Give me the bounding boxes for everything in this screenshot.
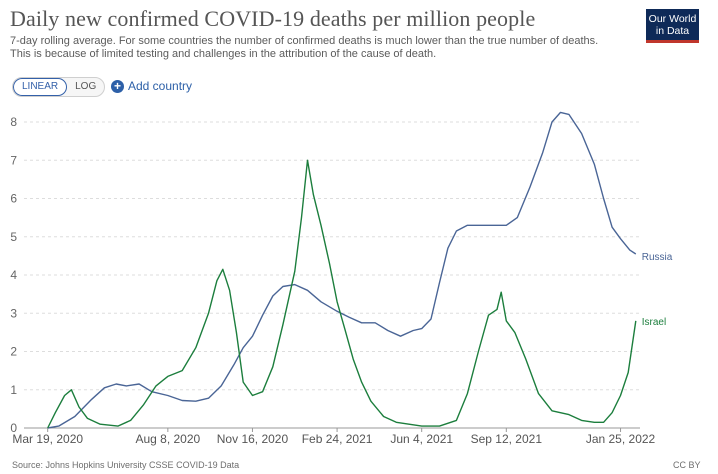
y-tick-label: 8 [10, 115, 17, 129]
x-tick-label: Nov 16, 2020 [217, 432, 289, 446]
series-label-israel[interactable]: Israel [642, 317, 666, 328]
source-note: Source: Johns Hopkins University CSSE CO… [12, 460, 240, 470]
y-tick-label: 1 [10, 383, 17, 397]
x-tick-label: Mar 19, 2020 [12, 432, 83, 446]
logo-line-2: in Data [655, 25, 690, 37]
y-tick-label: 6 [10, 192, 17, 206]
x-tick-label: Sep 12, 2021 [471, 432, 543, 446]
y-tick-label: 0 [10, 421, 17, 435]
scale-toggle: LINEAR LOG [12, 77, 106, 97]
x-tick-label: Jun 4, 2021 [390, 432, 453, 446]
series-line-russia[interactable] [47, 111, 637, 429]
y-tick-label: 7 [10, 153, 17, 167]
series-line-israel[interactable] [47, 159, 637, 429]
y-tick-label: 5 [10, 230, 17, 244]
log-scale-button[interactable]: LOG [75, 81, 97, 92]
x-tick-label: Feb 24, 2021 [302, 432, 373, 446]
subtitle-line-1: 7-day rolling average. For some countrie… [10, 35, 599, 47]
y-tick-label: 2 [10, 345, 17, 359]
chart-title: Daily new confirmed COVID-19 deaths per … [10, 6, 536, 31]
x-tick-label: Aug 8, 2020 [135, 432, 200, 446]
series-label-russia[interactable]: Russia [642, 252, 673, 263]
plus-icon: + [111, 79, 124, 93]
logo-line-1: Our World [648, 13, 697, 25]
x-tick-label: Jan 25, 2022 [586, 432, 656, 446]
y-tick-label: 3 [10, 306, 17, 320]
owid-logo[interactable]: Our World in Data [646, 9, 699, 43]
subtitle-line-2: This is because of limited testing and c… [10, 48, 437, 60]
linear-scale-button[interactable]: LINEAR [13, 78, 68, 96]
add-country-button[interactable]: + Add country [111, 77, 192, 95]
chart-subtitle: 7-day rolling average. For some countrie… [10, 35, 630, 61]
add-country-label: Add country [128, 79, 193, 93]
y-tick-label: 4 [10, 268, 17, 282]
license-link[interactable]: CC BY [673, 460, 701, 470]
